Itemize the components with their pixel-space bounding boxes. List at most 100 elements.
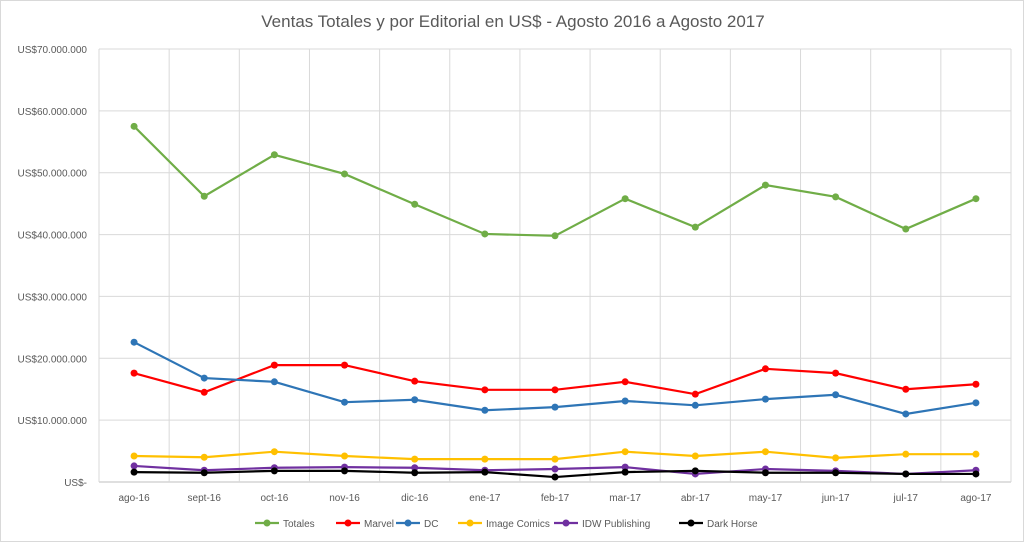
y-tick-label: US$50.000.000 bbox=[17, 169, 87, 180]
data-point bbox=[621, 468, 629, 476]
data-point bbox=[270, 361, 278, 369]
y-tick-label: US$30.000.000 bbox=[17, 292, 87, 303]
data-point bbox=[902, 225, 910, 233]
x-tick-label: oct-16 bbox=[260, 493, 288, 504]
legend-label: Image Comics bbox=[486, 519, 550, 530]
legend-marker bbox=[466, 519, 474, 527]
legend-item: DC bbox=[396, 519, 438, 530]
legend-label: Dark Horse bbox=[707, 519, 758, 530]
chart-title: Ventas Totales y por Editorial en US$ - … bbox=[261, 12, 764, 31]
data-point bbox=[761, 469, 769, 477]
data-point bbox=[551, 473, 559, 481]
x-tick-label: dic-16 bbox=[401, 493, 429, 504]
data-point bbox=[691, 390, 699, 398]
data-point bbox=[972, 470, 980, 478]
data-point bbox=[411, 200, 419, 208]
data-point bbox=[130, 369, 138, 377]
y-tick-label: US$20.000.000 bbox=[17, 354, 87, 365]
data-point bbox=[902, 385, 910, 393]
data-point bbox=[270, 448, 278, 456]
data-point bbox=[130, 468, 138, 476]
x-tick-label: sept-16 bbox=[188, 493, 222, 504]
data-point bbox=[902, 410, 910, 418]
data-point bbox=[200, 388, 208, 396]
x-tick-label: mar-17 bbox=[609, 493, 641, 504]
data-point bbox=[130, 122, 138, 130]
data-point bbox=[200, 469, 208, 477]
data-point bbox=[902, 470, 910, 478]
data-point bbox=[411, 377, 419, 385]
data-point bbox=[621, 195, 629, 203]
data-point bbox=[832, 469, 840, 477]
data-point bbox=[832, 454, 840, 462]
series-image-comics bbox=[130, 448, 980, 463]
data-point bbox=[551, 403, 559, 411]
data-point bbox=[902, 450, 910, 458]
data-point bbox=[832, 193, 840, 201]
data-point bbox=[972, 195, 980, 203]
y-tick-label: US$60.000.000 bbox=[17, 107, 87, 118]
data-point bbox=[270, 378, 278, 386]
data-point bbox=[130, 338, 138, 346]
data-point bbox=[411, 455, 419, 463]
x-tick-label: nov-16 bbox=[329, 493, 360, 504]
y-tick-label: US$10.000.000 bbox=[17, 416, 87, 427]
data-point bbox=[691, 467, 699, 475]
legend-label: Totales bbox=[283, 519, 315, 530]
legend-marker bbox=[687, 519, 695, 527]
series-marvel bbox=[130, 361, 980, 398]
data-point bbox=[411, 396, 419, 404]
data-point bbox=[621, 397, 629, 405]
legend-marker bbox=[263, 519, 271, 527]
series-line bbox=[133, 341, 977, 416]
data-point bbox=[832, 391, 840, 399]
data-point bbox=[341, 361, 349, 369]
legend-item: Totales bbox=[255, 519, 315, 530]
legend-label: Marvel bbox=[364, 519, 394, 530]
series-dc bbox=[130, 338, 980, 418]
legend-item: IDW Publishing bbox=[554, 519, 650, 530]
data-point bbox=[761, 448, 769, 456]
x-tick-label: ene-17 bbox=[469, 493, 501, 504]
legend-item: Image Comics bbox=[458, 519, 550, 530]
data-point bbox=[341, 467, 349, 475]
data-point bbox=[621, 463, 629, 471]
data-point bbox=[200, 453, 208, 461]
data-point bbox=[551, 455, 559, 463]
legend-marker bbox=[344, 519, 352, 527]
data-point bbox=[341, 452, 349, 460]
series-dark-horse bbox=[130, 467, 980, 481]
data-point bbox=[972, 380, 980, 388]
data-point bbox=[481, 468, 489, 476]
data-point bbox=[200, 374, 208, 382]
data-point bbox=[972, 399, 980, 407]
data-point bbox=[551, 232, 559, 240]
y-tick-label: US$70.000.000 bbox=[17, 45, 87, 56]
x-tick-label: jul-17 bbox=[893, 493, 919, 504]
data-point bbox=[200, 192, 208, 200]
data-point bbox=[341, 170, 349, 178]
data-point bbox=[411, 464, 419, 472]
x-tick-label: ago-16 bbox=[119, 493, 151, 504]
legend-item: Dark Horse bbox=[679, 519, 758, 530]
data-point bbox=[481, 406, 489, 414]
y-tick-label: US$40.000.000 bbox=[17, 231, 87, 242]
data-point bbox=[691, 452, 699, 460]
legend-marker bbox=[404, 519, 412, 527]
data-point bbox=[832, 369, 840, 377]
data-point bbox=[621, 378, 629, 386]
data-point bbox=[972, 450, 980, 458]
series-line bbox=[133, 125, 977, 237]
data-point bbox=[481, 230, 489, 238]
data-point bbox=[130, 452, 138, 460]
x-tick-label: feb-17 bbox=[541, 493, 570, 504]
legend-marker bbox=[562, 519, 570, 527]
data-point bbox=[411, 469, 419, 477]
data-point bbox=[691, 401, 699, 409]
x-tick-label: abr-17 bbox=[681, 493, 710, 504]
data-point bbox=[341, 398, 349, 406]
y-tick-label: US$- bbox=[64, 478, 87, 489]
data-point bbox=[551, 386, 559, 394]
